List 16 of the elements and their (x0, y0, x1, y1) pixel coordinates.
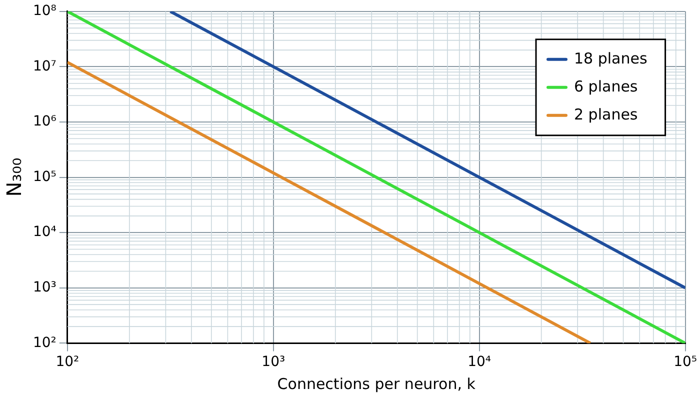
y-tick-label: 10⁷ (32, 58, 56, 74)
y-tick-label: 10⁴ (32, 224, 57, 240)
x-tick-label: 10⁴ (468, 354, 492, 370)
x-axis-title: Connections per neuron, k (277, 374, 476, 393)
x-tick-label: 10² (56, 354, 80, 370)
legend-label: 2 planes (574, 105, 638, 124)
y-tick-label: 10⁶ (32, 114, 57, 130)
y-tick-label: 10² (32, 334, 56, 351)
y-axis-title: N₃₀₀ (2, 158, 26, 197)
x-tick-label: 10³ (262, 354, 286, 370)
y-tick-label: 10³ (32, 280, 56, 296)
legend-label: 18 planes (574, 49, 648, 68)
y-tick-label: 10⁵ (32, 168, 56, 185)
x-tick-label: 10⁵ (674, 354, 698, 370)
y-tick-label: 10⁸ (32, 3, 57, 20)
legend-label: 6 planes (574, 77, 638, 96)
